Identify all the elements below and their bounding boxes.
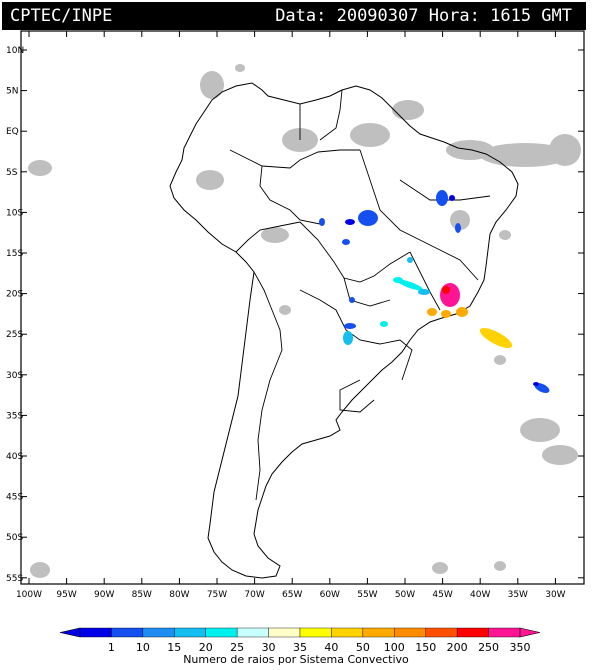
map-frame <box>20 30 585 585</box>
colorbar-label: 1 <box>108 641 115 654</box>
colorbar-label: 100 <box>384 641 405 654</box>
lon-label: 85W <box>132 590 152 600</box>
longitude-axis: 100W 95W 90W 85W 80W 75W 70W 65W 60W 55W 50W 45W 40W… <box>16 31 566 600</box>
lon-label: 35W <box>508 590 528 600</box>
colorbar-label: 200 <box>447 641 468 654</box>
colorbar-swatch <box>394 627 426 638</box>
colorbar-swatch <box>174 627 206 638</box>
colorbar-swatch <box>79 627 112 638</box>
colorbar-label: 50 <box>356 641 370 654</box>
lat-label: 35S <box>6 411 23 421</box>
colorbar-swatch <box>111 627 144 638</box>
colorbar-label: 15 <box>167 641 181 654</box>
lat-label: 10S <box>6 208 23 218</box>
lon-label: 100W <box>16 590 42 600</box>
lon-label: 90W <box>94 590 114 600</box>
latitude-axis: 10N 5N EQ 5S 10S 15S 20S 25S 30S 35S 40S 45S 50S 55S <box>6 46 584 584</box>
colorbar: 1 10 15 20 25 30 35 40 50 100 150 200 250 350 <box>59 627 541 654</box>
colorbar-label: 150 <box>415 641 436 654</box>
colorbar-label: 40 <box>324 641 338 654</box>
lat-label: 10N <box>6 46 24 56</box>
lon-label: 65W <box>282 590 302 600</box>
lon-label: 60W <box>320 590 340 600</box>
date-time-label: Data: 20090307 Hora: 1615 GMT <box>275 6 572 26</box>
colorbar-swatch <box>142 627 175 638</box>
colorbar-swatch <box>268 627 301 638</box>
colorbar-label: 250 <box>478 641 499 654</box>
colorbar-label: 10 <box>136 641 150 654</box>
lat-label: 50S <box>6 533 23 543</box>
lon-label: 70W <box>244 590 264 600</box>
colorbar-label: 20 <box>199 641 213 654</box>
lon-label: 45W <box>432 590 452 600</box>
lat-label: 5N <box>6 87 18 97</box>
colorbar-label: 350 <box>510 641 531 654</box>
lat-label: 45S <box>6 493 23 503</box>
colorbar-arrow-right <box>519 627 541 638</box>
colorbar-label: 25 <box>230 641 244 654</box>
lat-label: 40S <box>6 452 23 462</box>
colorbar-title: Numero de raios por Sistema Convectivo <box>183 653 409 666</box>
colorbar-swatch <box>299 627 332 638</box>
colorbar-swatch <box>236 627 269 638</box>
colorbar-label: 30 <box>262 641 276 654</box>
colorbar-swatch <box>362 627 395 638</box>
lon-label: 50W <box>395 590 415 600</box>
colorbar-arrow-left <box>59 627 81 638</box>
lon-label: 30W <box>545 590 565 600</box>
country-borders <box>229 89 491 501</box>
lat-label: 20S <box>6 290 23 300</box>
lat-label: 25S <box>6 330 23 340</box>
lat-label: EQ <box>6 127 19 137</box>
lat-label: 15S <box>6 249 23 259</box>
lon-label: 40W <box>470 590 490 600</box>
lon-label: 55W <box>357 590 377 600</box>
org-label: CPTEC/INPE <box>10 6 113 26</box>
lat-label: 30S <box>6 371 23 381</box>
colorbar-swatch <box>488 627 521 638</box>
south-america-outline <box>169 82 519 579</box>
header-bar: CPTEC/INPE Data: 20090307 Hora: 1615 GMT <box>2 2 586 30</box>
colorbar-swatch <box>456 627 489 638</box>
lightning-systems <box>319 190 550 393</box>
colorbar-swatch <box>331 627 364 638</box>
lat-label: 55S <box>6 574 23 584</box>
cloud-cover <box>28 64 581 578</box>
lat-label: 5S <box>6 168 18 178</box>
colorbar-swatch <box>205 627 238 638</box>
colorbar-swatch <box>425 627 458 638</box>
colorbar-label: 35 <box>293 641 307 654</box>
lon-label: 95W <box>56 590 76 600</box>
lon-label: 75W <box>207 590 227 600</box>
lon-label: 80W <box>169 590 189 600</box>
